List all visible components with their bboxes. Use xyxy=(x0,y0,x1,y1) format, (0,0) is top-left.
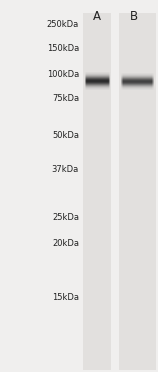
Text: 75kDa: 75kDa xyxy=(52,94,79,103)
Text: 50kDa: 50kDa xyxy=(52,131,79,140)
Text: B: B xyxy=(129,10,138,23)
Text: 25kDa: 25kDa xyxy=(52,213,79,222)
Text: 150kDa: 150kDa xyxy=(47,44,79,53)
Text: A: A xyxy=(93,10,101,23)
Text: 15kDa: 15kDa xyxy=(52,293,79,302)
Text: 37kDa: 37kDa xyxy=(52,165,79,174)
Text: 20kDa: 20kDa xyxy=(52,239,79,248)
Text: 100kDa: 100kDa xyxy=(47,70,79,79)
Text: 250kDa: 250kDa xyxy=(47,20,79,29)
Bar xyxy=(83,13,111,370)
Bar xyxy=(119,13,156,370)
